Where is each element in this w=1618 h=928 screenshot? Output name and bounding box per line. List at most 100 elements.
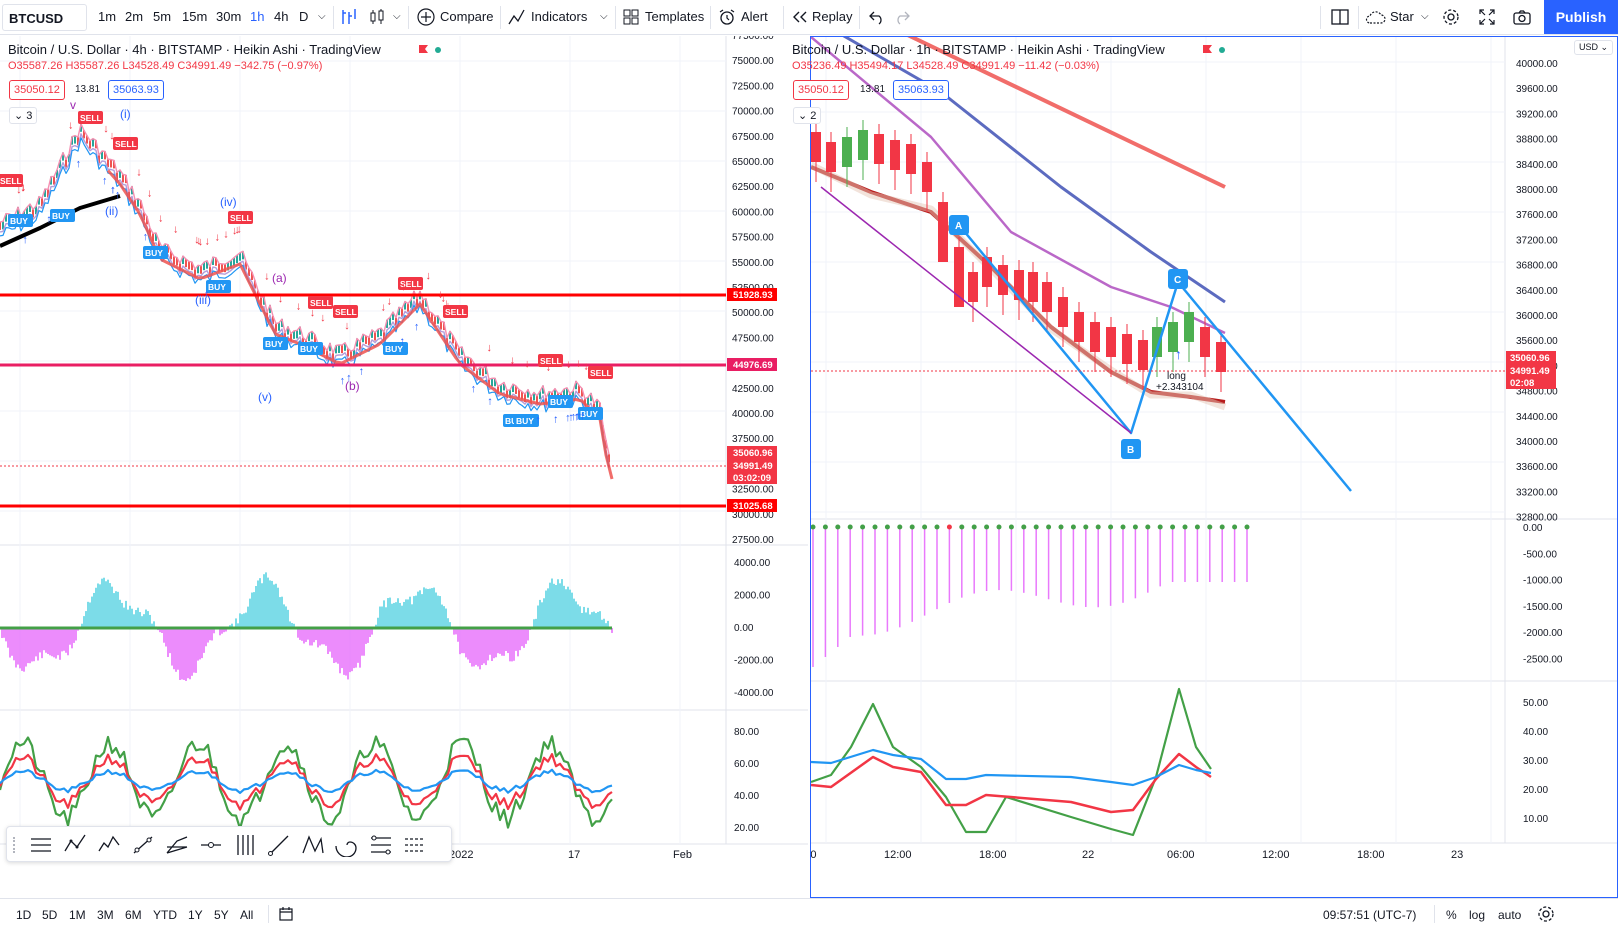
left-chart-canvas[interactable]: 77500.00 75000.00 72500.00 70000.00 67500.00… (0, 36, 808, 898)
range-1d[interactable]: 1D (16, 908, 32, 922)
bar-chart-type-icon[interactable] (340, 8, 358, 26)
alert-button[interactable]: Alert (741, 9, 768, 24)
osc-signal-dot (946, 524, 952, 530)
interval-15m[interactable]: 15m (182, 9, 208, 24)
buy-arrow-marker: ↑ (535, 414, 541, 426)
buy-arrow-marker: ↑ (204, 289, 210, 301)
interval-d[interactable]: D (299, 9, 309, 24)
price-axis-label: 57500.00 (732, 233, 774, 244)
elliott-wave-label: v (70, 98, 76, 112)
indicators-button[interactable]: Indicators (531, 9, 588, 24)
range-1y[interactable]: 1Y (188, 908, 203, 922)
layout-split-icon[interactable] (1330, 8, 1350, 26)
log-scale-toggle[interactable]: log (1469, 908, 1486, 922)
candle (206, 260, 208, 269)
right-chart-legend[interactable]: Bitcoin / U.S. Dollar · 1h · BITSTAMP · … (792, 42, 1165, 57)
left-sell-price[interactable]: 35050.12 (9, 80, 65, 100)
trade-label: long (1167, 371, 1186, 382)
price-tag-bg (727, 446, 777, 459)
right-chart-canvas[interactable]: 40000.00 39600.00 39200.00 38800.00 38400.00… (811, 37, 1617, 897)
xabcd-pattern-tool-icon[interactable] (301, 833, 325, 857)
right-sell-price[interactable]: 35050.12 (793, 80, 849, 100)
interval-1h[interactable]: 1h (250, 9, 265, 24)
candle (524, 394, 526, 403)
osc-signal-dot (872, 524, 878, 530)
abc-pattern-tool-icon[interactable] (63, 833, 87, 857)
drag-handle[interactable] (13, 837, 17, 853)
range-all[interactable]: All (240, 908, 254, 922)
elliott-wave-tool-icon[interactable] (97, 833, 121, 857)
rsi-blue-line (811, 748, 1212, 787)
sell-signal-tag (588, 366, 613, 379)
percent-scale-toggle[interactable]: % (1446, 908, 1457, 922)
candle (515, 385, 517, 394)
range-ytd[interactable]: YTD (153, 908, 177, 922)
interval-2m[interactable]: 2m (125, 9, 144, 24)
candle-chart-type-icon[interactable] (368, 8, 386, 26)
clock-timezone[interactable]: 09:57:51 (UTC-7) (1323, 908, 1417, 922)
left-buy-price[interactable]: 35063.93 (108, 80, 164, 100)
rsi-green-line (811, 687, 1212, 837)
interval-4h[interactable]: 4h (274, 9, 289, 24)
settings-gear-icon[interactable] (1442, 8, 1460, 26)
fib-retracement-tool-icon[interactable] (369, 833, 393, 857)
chevron-down-icon[interactable]: ⌵ (393, 11, 401, 22)
buy-arrow-marker: ↑ (143, 231, 149, 243)
interval-5m[interactable]: 5m (153, 9, 172, 24)
currency-selector[interactable]: USD ⌄ (1574, 40, 1614, 55)
horizontal-lines-tool-icon[interactable] (29, 833, 53, 857)
chevron-down-icon: ⌄ (1600, 42, 1609, 52)
publish-button[interactable]: Publish (1544, 0, 1618, 34)
interval-30m[interactable]: 30m (216, 9, 242, 24)
compare-button[interactable]: Compare (440, 9, 494, 24)
osc-signal-dot (1008, 524, 1014, 530)
vertical-lines-tool-icon[interactable] (233, 833, 257, 857)
price-axis-label: 34400.00 (1516, 412, 1558, 423)
osc-signal-dot (996, 524, 1002, 530)
templates-button[interactable]: Templates (645, 9, 705, 24)
candle (275, 323, 277, 332)
osc-signal-dot (1120, 524, 1126, 530)
candle (29, 203, 31, 212)
range-1m[interactable]: 1M (69, 908, 86, 922)
rsi-axis-label: 10.00 (1523, 814, 1548, 825)
replay-button[interactable]: Replay (812, 9, 853, 24)
fullscreen-icon[interactable] (1478, 8, 1496, 26)
chevron-down-icon[interactable]: ⌵ (318, 11, 326, 22)
time-axis-label: 23 (1451, 849, 1463, 861)
camera-snapshot-icon[interactable] (1512, 8, 1532, 26)
interval-1m[interactable]: 1m (98, 9, 117, 24)
range-5d[interactable]: 5D (42, 908, 58, 922)
sell-arrow-marker: ↓ (401, 281, 407, 293)
buy-arrow-marker: ↑ (346, 372, 352, 384)
star-layout-button[interactable]: Star (1390, 9, 1414, 24)
symbol-search[interactable]: BTCUSD (2, 4, 87, 31)
candle (443, 322, 445, 331)
pitchfork-tool-icon[interactable] (165, 833, 189, 857)
left-chart-legend[interactable]: Bitcoin / U.S. Dollar · 4h · BITSTAMP · … (8, 42, 381, 57)
trend-line-tool-icon[interactable] (131, 833, 155, 857)
separator (1434, 905, 1435, 923)
osc-signal-dot (811, 524, 816, 530)
fib-channel-tool-icon[interactable] (403, 833, 427, 857)
range-5y[interactable]: 5Y (214, 908, 229, 922)
range-6m[interactable]: 6M (125, 908, 142, 922)
ray-tool-icon[interactable] (267, 833, 291, 857)
chart-settings-gear-icon[interactable] (1536, 905, 1556, 923)
redo-icon[interactable] (893, 9, 911, 25)
undo-icon[interactable] (868, 9, 886, 25)
horizontal-ray-tool-icon[interactable] (199, 833, 223, 857)
candle (398, 307, 400, 316)
buy-signal-label: BUY (208, 282, 226, 292)
chevron-down-icon[interactable]: ⌵ (1421, 11, 1429, 22)
sell-signal-label: SELL (400, 279, 422, 289)
range-3m[interactable]: 3M (97, 908, 114, 922)
fib-spiral-tool-icon[interactable] (335, 833, 359, 857)
price-tag-bg (727, 459, 777, 472)
right-buy-price[interactable]: 35063.93 (893, 80, 949, 100)
date-range-icon[interactable] (278, 906, 294, 922)
right-indicator-collapse[interactable]: ⌄ 2 (793, 107, 822, 124)
auto-scale-toggle[interactable]: auto (1498, 908, 1522, 922)
chevron-down-icon[interactable]: ⌵ (600, 11, 608, 22)
left-indicator-collapse[interactable]: ⌄ 3 (9, 107, 38, 124)
